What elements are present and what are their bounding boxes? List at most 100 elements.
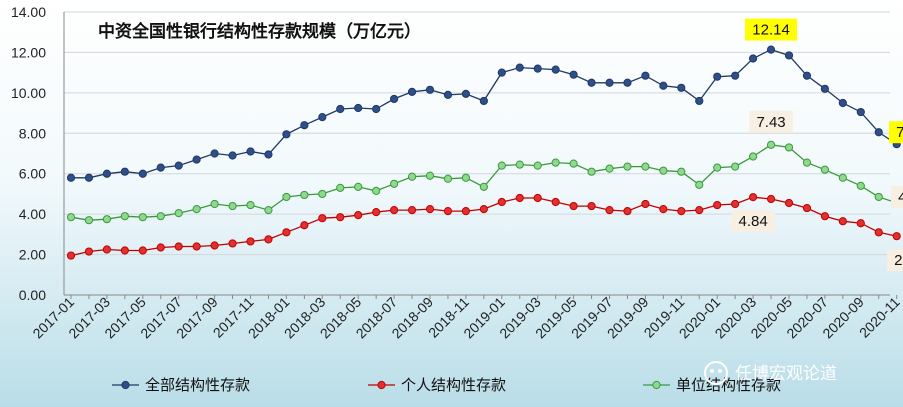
legend-label: 全部结构性存款 bbox=[145, 376, 250, 394]
data-point bbox=[192, 242, 201, 251]
data-point bbox=[784, 143, 794, 152]
data-point bbox=[713, 200, 722, 210]
data-point bbox=[838, 173, 847, 182]
data-point bbox=[479, 96, 488, 106]
data-point bbox=[461, 173, 470, 182]
data-point bbox=[749, 193, 758, 202]
data-point bbox=[766, 140, 776, 149]
data-label-box bbox=[745, 18, 798, 41]
data-point bbox=[569, 70, 578, 79]
data-point bbox=[138, 246, 147, 255]
data-label-box bbox=[890, 185, 903, 208]
data-point bbox=[228, 151, 237, 160]
data-point bbox=[623, 78, 632, 87]
data-point bbox=[874, 228, 883, 237]
data-point bbox=[641, 162, 650, 171]
data-point bbox=[192, 204, 201, 214]
data-point bbox=[659, 166, 668, 175]
data-point bbox=[802, 158, 812, 167]
data-point bbox=[354, 182, 363, 191]
data-point bbox=[246, 237, 255, 246]
data-point bbox=[461, 89, 470, 98]
grid-lines bbox=[64, 11, 890, 296]
y-tick-label: 2.00 bbox=[19, 247, 46, 263]
data-label-box bbox=[888, 121, 903, 144]
data-label: 7.43 bbox=[749, 110, 793, 133]
data-point bbox=[892, 232, 901, 241]
legend-label: 单位结构性存款 bbox=[676, 376, 781, 394]
data-point bbox=[120, 212, 129, 221]
data-label: 4.84 bbox=[731, 210, 775, 233]
data-point bbox=[84, 216, 94, 225]
data-point bbox=[569, 159, 578, 168]
data-point bbox=[766, 194, 776, 204]
data-point bbox=[731, 162, 740, 171]
watermark-icon bbox=[704, 361, 728, 385]
data-point bbox=[282, 192, 291, 202]
series-3 bbox=[66, 140, 901, 225]
data-point bbox=[138, 213, 147, 222]
y-tick-label: 4.00 bbox=[19, 206, 46, 222]
legend-item-1: 全部结构性存款 bbox=[112, 376, 250, 394]
data-point bbox=[192, 155, 201, 164]
data-point bbox=[318, 189, 327, 199]
data-point bbox=[677, 207, 686, 216]
y-tick-label: 8.00 bbox=[19, 125, 46, 141]
data-point bbox=[84, 247, 94, 256]
data-point bbox=[659, 81, 668, 90]
legend-marker bbox=[121, 380, 130, 390]
data-point bbox=[228, 201, 237, 211]
data-point bbox=[784, 198, 794, 208]
data-point bbox=[264, 235, 273, 244]
data-point bbox=[587, 167, 596, 176]
data-point bbox=[407, 206, 417, 215]
legend-marker bbox=[377, 380, 386, 390]
legend-item-3: 单位结构性存款 bbox=[643, 376, 781, 394]
data-point bbox=[479, 182, 488, 191]
data-point bbox=[156, 212, 165, 221]
data-point bbox=[838, 98, 847, 108]
data-point bbox=[156, 243, 165, 252]
data-point bbox=[264, 206, 273, 215]
data-point bbox=[336, 104, 345, 114]
data-point bbox=[605, 164, 614, 173]
data-point bbox=[282, 228, 291, 237]
data-point bbox=[731, 71, 740, 80]
data-point bbox=[641, 71, 650, 80]
data-point bbox=[856, 181, 865, 190]
data-point bbox=[318, 113, 327, 122]
data-point bbox=[479, 204, 488, 214]
data-point bbox=[210, 199, 219, 209]
data-point bbox=[138, 169, 147, 178]
series-2 bbox=[66, 193, 901, 260]
series-layer bbox=[66, 45, 901, 260]
data-label-box bbox=[749, 110, 793, 133]
data-point bbox=[713, 163, 722, 172]
data-point bbox=[174, 209, 183, 218]
data-label: 4.56 bbox=[890, 185, 903, 208]
data-point bbox=[228, 239, 237, 248]
data-point bbox=[264, 150, 273, 159]
data-point bbox=[677, 83, 686, 92]
data-point bbox=[533, 64, 542, 73]
data-point bbox=[820, 165, 830, 174]
data-label-text: 4.84 bbox=[738, 213, 767, 230]
data-point bbox=[156, 163, 165, 172]
watermark: 任博宏观论道 bbox=[704, 361, 837, 385]
data-point bbox=[407, 172, 417, 181]
data-point bbox=[515, 193, 524, 203]
data-point bbox=[587, 201, 596, 211]
data-point bbox=[497, 197, 506, 207]
data-point bbox=[390, 206, 399, 215]
y-tick-label: 10.00 bbox=[11, 85, 46, 101]
data-point bbox=[533, 193, 542, 203]
data-point bbox=[623, 207, 632, 216]
y-tick-label: 0.00 bbox=[19, 287, 46, 303]
y-axis: 0.00 2.00 4.00 6.00 8.00 10.00 12.00 14.00 bbox=[11, 4, 65, 303]
data-point bbox=[623, 162, 632, 171]
data-point bbox=[713, 72, 722, 81]
data-point bbox=[749, 152, 758, 161]
data-point bbox=[336, 213, 345, 222]
data-label: 7.46 bbox=[888, 121, 903, 144]
